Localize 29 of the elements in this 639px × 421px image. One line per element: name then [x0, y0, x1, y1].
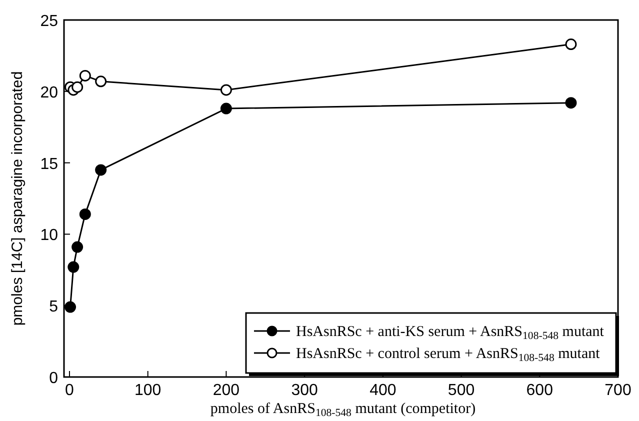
y-tick-label: 15	[40, 156, 58, 173]
point	[95, 76, 107, 88]
x-tick-label: 0	[65, 382, 74, 399]
x-tick-label: 700	[604, 382, 632, 399]
x-tick-label: 500	[448, 382, 475, 399]
y-tick-label: 5	[49, 298, 58, 316]
point	[79, 208, 91, 220]
x-tick-label: 100	[134, 382, 162, 399]
x-tick-label: 300	[291, 382, 318, 399]
y-axis-title: pmoles [14C] asparagine incorporated	[9, 71, 26, 326]
point	[68, 261, 80, 273]
point	[95, 164, 107, 176]
point	[79, 70, 91, 82]
point	[72, 81, 84, 93]
x-tick-label: 200	[212, 382, 240, 399]
legend-label: HsAsnRSc + anti-KS serum + AsnRS$_{108-548}$ mutant	[296, 324, 605, 342]
y-tick-label: 20	[40, 84, 58, 102]
x-axis-title: pmoles of AsnRS$_{108-548}$ mutant (competitor)	[210, 401, 476, 420]
x-tick-label: 600	[526, 382, 554, 399]
y-tick-label: 10	[40, 227, 58, 244]
legend-label: HsAsnRSc + control serum + AsnRS$_{108-548}$ mutant	[296, 346, 601, 364]
point	[220, 84, 232, 96]
point	[565, 97, 577, 109]
point	[72, 241, 84, 253]
point	[220, 102, 232, 114]
y-tick-label: 25	[40, 13, 58, 30]
x-tick-label: 400	[370, 382, 396, 399]
y-tick-label: 0	[49, 370, 58, 387]
point	[565, 38, 577, 50]
